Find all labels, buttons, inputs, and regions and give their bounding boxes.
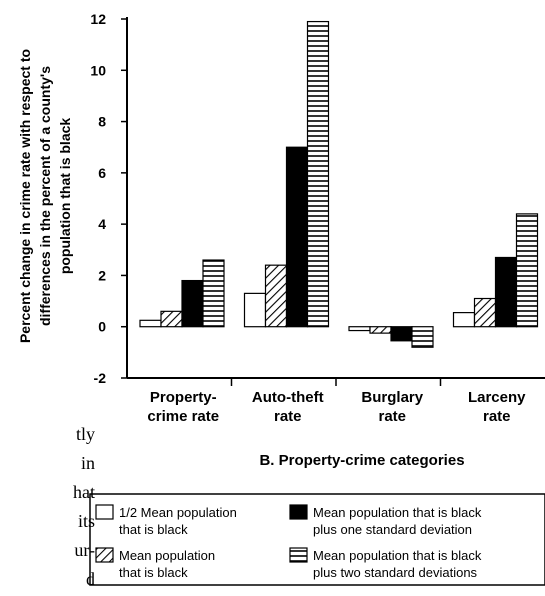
y-tick-label: 6 xyxy=(98,165,106,181)
bar xyxy=(390,326,413,342)
bar xyxy=(202,259,225,328)
y-tick-label: 2 xyxy=(98,267,106,283)
legend-box xyxy=(89,493,545,586)
legend-label: Mean population that is black xyxy=(313,505,482,520)
legend-label: plus one standard deviation xyxy=(313,522,472,537)
bar xyxy=(411,326,434,348)
bar xyxy=(494,256,518,328)
bar xyxy=(181,279,204,328)
y-tick-label: 8 xyxy=(98,114,106,130)
text-fragment-5: ur- xyxy=(74,540,95,560)
category-label: Larceny xyxy=(468,389,526,406)
y-axis-title-line-1: Percent change in crime rate with respec… xyxy=(17,49,33,343)
text-fragment-3: hat xyxy=(73,482,95,502)
legend-label: plus two standard deviations xyxy=(313,565,478,580)
bar xyxy=(160,310,183,328)
bar xyxy=(243,292,267,328)
bar xyxy=(139,319,162,328)
category-label: Property- xyxy=(150,389,217,406)
legend-label: Mean population xyxy=(119,548,215,563)
x-axis-title: B. Property-crime categories xyxy=(259,452,464,469)
category-label: Auto-theft xyxy=(252,389,324,406)
category-label: rate xyxy=(274,408,302,425)
category-label: crime rate xyxy=(147,408,219,425)
text-fragment-2: in xyxy=(81,453,95,473)
category-label: rate xyxy=(378,408,406,425)
bar xyxy=(452,312,476,328)
bar xyxy=(473,297,497,328)
legend-label: that is black xyxy=(119,522,188,537)
text-fragment-4: its xyxy=(78,511,95,531)
bar xyxy=(369,326,392,334)
legend-swatch xyxy=(289,504,308,520)
text-fragment-1: tly xyxy=(76,424,95,444)
legend-label: 1/2 Mean population xyxy=(119,505,237,520)
y-tick-label: 0 xyxy=(98,319,106,335)
bar xyxy=(306,20,330,328)
category-label: Burglary xyxy=(361,389,423,406)
legend-label: Mean population that is black xyxy=(313,548,482,563)
y-axis-title-line-2: differences in the percent of a county's xyxy=(37,66,53,326)
legend-swatch xyxy=(95,504,114,520)
y-tick-label: -2 xyxy=(94,370,107,386)
bar xyxy=(515,213,539,328)
category-label: rate xyxy=(483,408,511,425)
y-axis-title-line-3: population that is black xyxy=(57,118,73,275)
y-tick-label: 12 xyxy=(90,11,106,27)
y-tick-label: 10 xyxy=(90,62,106,78)
bar xyxy=(348,326,371,332)
bar xyxy=(264,264,288,328)
text-fragment-6: d xyxy=(86,569,95,589)
legend-swatch xyxy=(95,547,114,563)
legend-label: that is black xyxy=(119,565,188,580)
y-tick-label: 4 xyxy=(98,216,106,232)
bar xyxy=(285,146,309,328)
legend-swatch xyxy=(289,547,308,563)
